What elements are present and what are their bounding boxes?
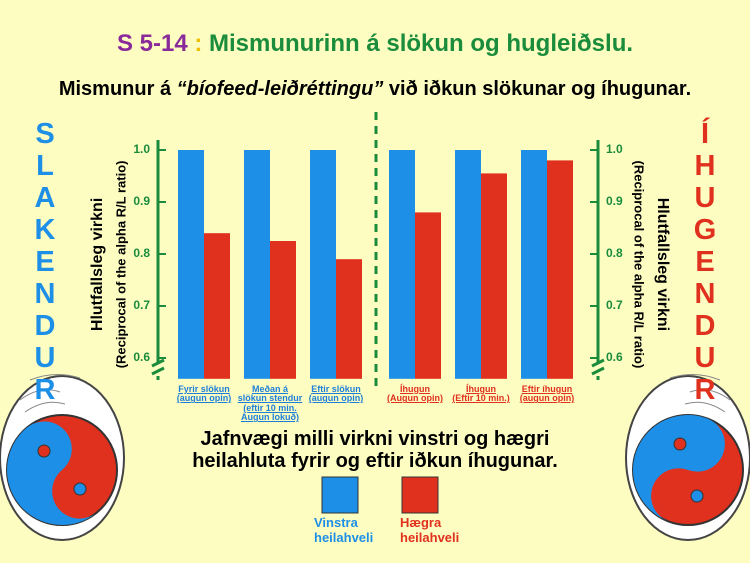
subtitle-italic: “bíofeed-leiðréttingu” xyxy=(176,78,384,100)
y-tick-label: 1.0 xyxy=(133,142,150,156)
title: S 5-14 : Mismunurinn á slökun og hugleið… xyxy=(0,30,750,58)
x-tick-label: Meðan á slökun stendur (eftir 10 min. Au… xyxy=(237,383,303,423)
axis-break xyxy=(591,358,605,376)
y2-tick-label: 0.9 xyxy=(606,194,623,208)
y-tick-label: 0.7 xyxy=(133,298,150,312)
slide-code: S 5-14 xyxy=(116,30,188,57)
head-right xyxy=(625,374,750,541)
bar xyxy=(270,241,296,379)
subtitle-text: við iðkun slökunar og íhugunar. xyxy=(388,78,692,100)
x-tick-label: Íhugun (Augun opin) xyxy=(387,383,443,404)
bar xyxy=(521,150,547,379)
head-left xyxy=(0,374,125,541)
y-tick-label: 0.9 xyxy=(133,194,150,208)
bar xyxy=(244,150,270,379)
y2-tick-label: 1.0 xyxy=(606,142,623,156)
subtitle: Mismunur á “bíofeed-leiðréttingu” við ið… xyxy=(0,78,750,101)
y2-tick-label: 0.7 xyxy=(606,298,623,312)
bar xyxy=(455,150,481,379)
legend-swatch xyxy=(401,476,439,514)
left-word: SLAKENDUR xyxy=(29,118,61,406)
bar xyxy=(178,150,204,379)
y2-sublabel: (Reciprocal of the alpha R/L ratio) xyxy=(632,161,647,369)
bar xyxy=(389,150,415,379)
right-word: ÍHUGENDUR xyxy=(689,118,721,406)
separator: : xyxy=(194,30,203,57)
axis-break xyxy=(151,358,165,376)
y2-label: Hlutfallsleg virkni xyxy=(654,198,671,331)
legend-label: Vinstra heilahveli xyxy=(314,515,374,545)
x-tick-label: Fyrir slökun (augun opin) xyxy=(176,383,232,404)
bar xyxy=(415,212,441,379)
bar xyxy=(204,233,230,379)
title-text: Mismunurinn á slökun og hugleiðslu. xyxy=(209,30,634,57)
bar xyxy=(310,150,336,379)
caption: Jafnvægi milli virkni vinstri og hægri h… xyxy=(192,428,558,472)
y2-tick-label: 0.8 xyxy=(606,246,623,260)
x-tick-label: Eftir íhugun (augun opin) xyxy=(519,383,575,404)
legend-swatch xyxy=(321,476,359,514)
x-tick-label: Eftir slökun (augun opin) xyxy=(308,383,364,404)
bar xyxy=(481,173,507,379)
subtitle-text: Mismunur á xyxy=(58,78,172,100)
y-tick-label: 0.8 xyxy=(133,246,150,260)
legend-label: Hægra heilahveli xyxy=(400,515,460,545)
x-tick-label: Íhugun (Eftir 10 min.) xyxy=(452,383,510,404)
bar xyxy=(336,259,362,379)
bar xyxy=(547,160,573,379)
y-sublabel: (Reciprocal of the alpha R/L ratio) xyxy=(113,161,128,369)
y-label: Hlutfallsleg virkni xyxy=(89,198,106,331)
y2-tick-label: 0.6 xyxy=(606,350,623,364)
y-tick-label: 0.6 xyxy=(133,350,150,364)
